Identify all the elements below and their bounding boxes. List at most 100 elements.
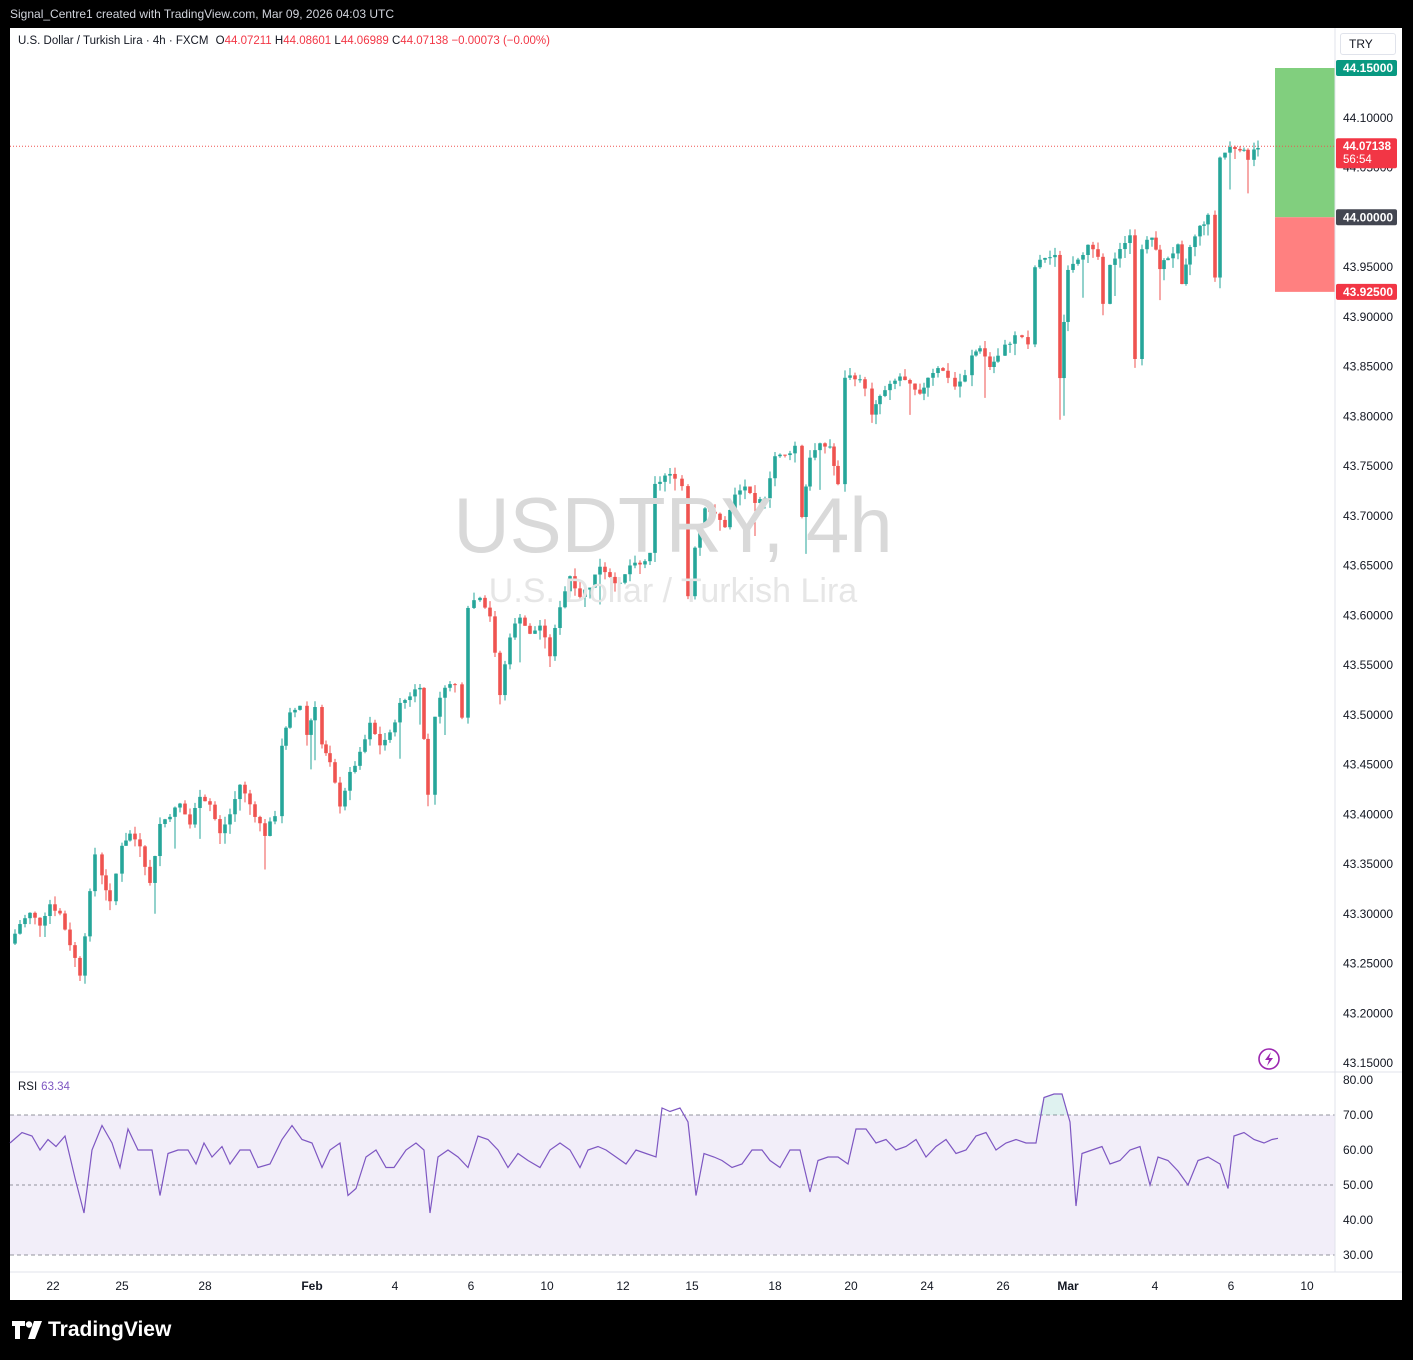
lightning-icon xyxy=(1258,1048,1280,1070)
candle-body xyxy=(992,361,996,367)
price-tick-label: 43.80000 xyxy=(1343,409,1393,423)
candle-body xyxy=(1123,243,1127,250)
time-tick-label: Mar xyxy=(1057,1279,1079,1293)
tradingview-icon xyxy=(12,1321,42,1339)
candle-body xyxy=(403,700,407,703)
candle-body xyxy=(680,478,684,487)
candle-body xyxy=(498,652,502,696)
candle-body xyxy=(1062,321,1066,379)
candle-body xyxy=(1118,249,1122,259)
candle-body xyxy=(413,689,417,697)
candle-body xyxy=(1242,149,1246,151)
candle-body xyxy=(223,824,227,834)
candle-body xyxy=(1133,235,1137,359)
candle-body xyxy=(588,587,592,590)
candle-body xyxy=(828,446,832,448)
candle-body xyxy=(931,373,935,378)
candle-body xyxy=(100,854,104,876)
candle-body xyxy=(800,445,804,517)
candle-body xyxy=(68,929,72,946)
price-tick-label: 43.15000 xyxy=(1343,1056,1393,1070)
symbol-name[interactable]: U.S. Dollar / Turkish Lira · 4h · FXCM xyxy=(18,35,209,47)
candle-body xyxy=(478,597,482,601)
candle-body xyxy=(18,924,22,934)
candle-body xyxy=(1013,335,1017,344)
candle-body xyxy=(668,473,672,476)
candle-body xyxy=(443,687,447,698)
candle-body xyxy=(893,380,897,384)
candle-body xyxy=(1213,214,1217,278)
candle-body xyxy=(728,509,732,528)
price-tick-label: 43.60000 xyxy=(1343,608,1393,622)
candle-body xyxy=(598,566,602,575)
candle-body xyxy=(804,486,808,517)
chart-frame xyxy=(10,28,1402,1300)
candle-body xyxy=(1053,254,1057,258)
target-label: 44.15000 xyxy=(1343,61,1393,75)
candle-body xyxy=(1071,263,1075,270)
candle-body xyxy=(218,819,222,834)
time-tick-label: Feb xyxy=(301,1279,322,1293)
time-tick-label: 4 xyxy=(392,1279,399,1293)
candle-body xyxy=(538,625,542,631)
candle-body xyxy=(913,383,917,390)
rsi-tick-label: 30.00 xyxy=(1343,1248,1373,1262)
candle-body xyxy=(73,945,77,958)
candle-body xyxy=(568,576,572,592)
candle-body xyxy=(203,796,207,802)
candle-body xyxy=(738,490,742,495)
target-badge xyxy=(1336,60,1397,76)
candle-body xyxy=(426,738,430,795)
candle-body xyxy=(918,389,922,394)
candle-body xyxy=(753,492,757,503)
candle-body xyxy=(288,712,292,728)
axes: 44.1000044.0500043.9500043.9000043.85000… xyxy=(10,28,1402,1293)
candle-body xyxy=(58,910,62,914)
candle-body xyxy=(133,833,137,840)
candle-body xyxy=(38,917,42,926)
candle-body xyxy=(513,623,517,638)
candle-body xyxy=(1150,237,1154,240)
stop-label: 43.92500 xyxy=(1343,285,1393,299)
time-tick-label: 18 xyxy=(768,1279,782,1293)
candle-body xyxy=(1166,258,1170,261)
candle-body xyxy=(83,936,87,976)
rsi-tick-label: 60.00 xyxy=(1343,1143,1373,1157)
candle-body xyxy=(388,732,392,740)
candle-body xyxy=(1188,247,1192,265)
candle-body xyxy=(273,816,277,822)
candle-body xyxy=(483,597,487,608)
last-price-label: 44.07138 xyxy=(1343,141,1392,153)
candle-body xyxy=(870,388,874,415)
candle-body xyxy=(293,709,297,713)
candle-body xyxy=(124,840,128,846)
rsi-legend[interactable]: RSI 63.34 xyxy=(18,1081,70,1093)
tradingview-logo[interactable]: TradingView xyxy=(12,1318,171,1342)
rsi-value: 63.34 xyxy=(41,1081,70,1093)
candle-body xyxy=(1171,253,1175,259)
candle-body xyxy=(320,707,324,745)
candle-body xyxy=(48,904,52,917)
candle-body xyxy=(1008,343,1012,345)
candle-body xyxy=(888,383,892,391)
candle-body xyxy=(978,348,982,352)
candle-body xyxy=(328,753,332,763)
countdown-label: 56:54 xyxy=(1343,154,1372,166)
candle-body xyxy=(832,446,836,466)
candle-body xyxy=(578,588,582,597)
candle-body xyxy=(758,499,762,503)
candle-body xyxy=(618,582,622,584)
candle-body xyxy=(383,739,387,746)
change-value: −0.00073 (−0.00%) xyxy=(451,35,550,47)
candle-body xyxy=(983,348,987,357)
candle-body xyxy=(783,454,787,456)
candle-body xyxy=(698,526,702,548)
open-value: 44.07211 xyxy=(224,35,272,47)
price-tick-label: 43.85000 xyxy=(1343,360,1393,374)
candle-body xyxy=(114,873,118,902)
currency-selector[interactable]: TRY xyxy=(1340,33,1396,55)
candle-body xyxy=(233,799,237,815)
candle-body xyxy=(393,722,397,733)
attribution-text: Signal_Centre1 created with TradingView.… xyxy=(10,7,394,21)
